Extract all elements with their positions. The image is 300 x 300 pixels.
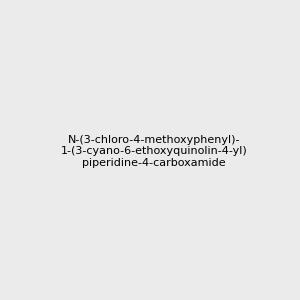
Text: N-(3-chloro-4-methoxyphenyl)-
1-(3-cyano-6-ethoxyquinolin-4-yl)
piperidine-4-car: N-(3-chloro-4-methoxyphenyl)- 1-(3-cyano…: [60, 135, 247, 168]
